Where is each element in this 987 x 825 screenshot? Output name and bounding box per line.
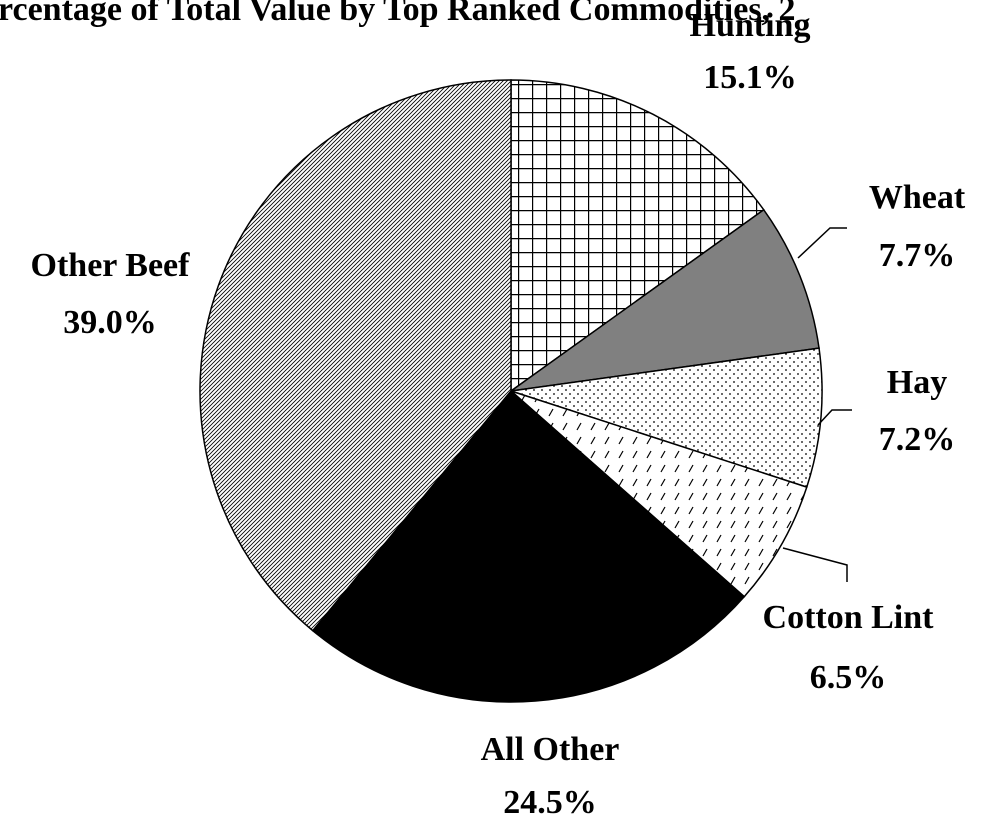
pie-slice — [510, 390, 808, 598]
slice-label: Cotton Lint — [763, 599, 935, 636]
slice-label: Hay — [887, 364, 947, 401]
pie-slice — [510, 347, 823, 489]
slice-value-label: 24.5% — [503, 784, 597, 821]
slice-label: Other Beef — [31, 247, 191, 284]
pie — [199, 79, 823, 703]
leader-lines — [782, 227, 852, 582]
pie-slice — [510, 79, 765, 393]
pie-slice — [510, 208, 820, 392]
chart-title: rcentage of Total Value by Top Ranked Co… — [0, 0, 796, 28]
slice-value-label: 6.5% — [810, 659, 887, 696]
slice-value-label: 7.2% — [879, 421, 956, 458]
slice-value-label: 39.0% — [63, 304, 157, 341]
slice-label: Hunting — [690, 7, 811, 44]
slice-label: All Other — [481, 731, 620, 768]
pie-slice — [311, 389, 746, 703]
slice-value-label: 7.7% — [879, 237, 956, 274]
pie-slice — [199, 79, 512, 632]
slice-value-label: 15.1% — [703, 59, 797, 96]
slice-label: Wheat — [869, 179, 966, 216]
